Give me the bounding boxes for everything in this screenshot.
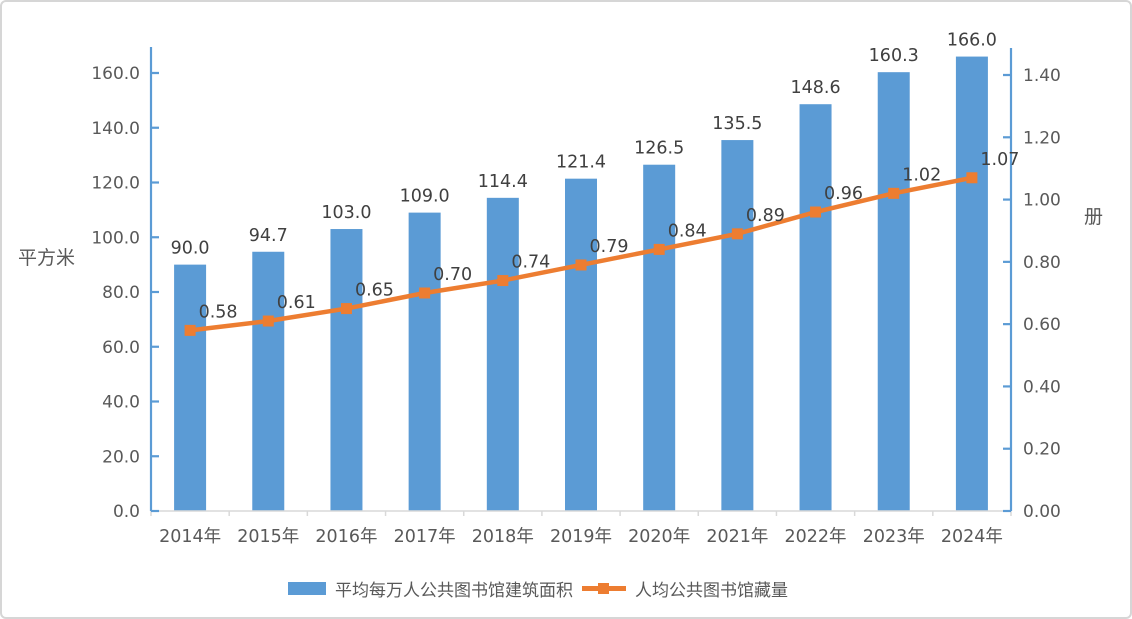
bar-value-label: 109.0 <box>400 187 450 207</box>
line-swatch-marker <box>598 582 609 594</box>
line-value-label: 0.89 <box>746 206 785 226</box>
line-value-label: 0.74 <box>511 253 550 273</box>
x-axis-label: 2022年 <box>785 527 847 547</box>
bar-value-label: 94.7 <box>249 226 288 246</box>
right-tick-label: 1.00 <box>1023 191 1061 211</box>
left-tick-label: 20.0 <box>102 447 140 467</box>
bar-value-label: 90.0 <box>171 239 210 259</box>
line-value-label: 0.58 <box>199 302 238 322</box>
bar-value-label: 114.4 <box>478 172 528 192</box>
bar <box>643 164 676 512</box>
bar <box>330 229 363 511</box>
bar <box>486 197 519 511</box>
bar <box>565 178 597 512</box>
line-marker <box>888 187 900 199</box>
bar-value-label: 135.5 <box>712 114 762 134</box>
x-axis-label: 2014年 <box>159 527 221 547</box>
right-tick-label: 1.40 <box>1023 66 1061 86</box>
bar-value-label: 166.0 <box>947 31 997 51</box>
bar-value-label: 121.4 <box>556 153 606 173</box>
x-axis-label: 2020年 <box>628 527 690 547</box>
x-axis-label: 2023年 <box>863 527 925 547</box>
right-tick-label: 0.00 <box>1023 502 1061 522</box>
bar <box>408 212 441 512</box>
right-tick-label: 0.80 <box>1023 253 1061 273</box>
left-tick-label: 100.0 <box>91 228 140 248</box>
x-axis-label: 2024年 <box>941 527 1003 547</box>
right-tick-label: 0.60 <box>1023 315 1061 335</box>
right-tick-label: 0.40 <box>1023 377 1061 397</box>
line-value-label: 0.65 <box>355 281 394 301</box>
line-value-label: 1.07 <box>980 150 1019 170</box>
right-tick-label: 1.20 <box>1023 128 1061 148</box>
left-tick-label: 60.0 <box>102 338 140 358</box>
line-marker <box>497 275 509 287</box>
x-axis-label: 2021年 <box>706 527 768 547</box>
bar-value-label: 160.3 <box>869 46 919 66</box>
bar <box>955 56 988 511</box>
left-axis-title: 平方米 <box>18 247 76 269</box>
line-marker <box>653 243 665 255</box>
line-marker <box>419 287 431 299</box>
x-axis-label: 2015年 <box>237 527 299 547</box>
legend: 平均每万人公共图书馆建筑面积 人均公共图书馆藏量 <box>2 576 1102 601</box>
left-tick-label: 80.0 <box>102 283 140 303</box>
x-axis-label: 2017年 <box>394 527 456 547</box>
legend-label-collection: 人均公共图书馆藏量 <box>635 580 788 601</box>
bar <box>174 264 207 511</box>
line-marker <box>966 172 978 184</box>
bar-value-label: 126.5 <box>634 139 684 159</box>
bar-series-swatch <box>288 581 326 595</box>
bar <box>252 251 285 512</box>
bar-value-label: 148.6 <box>790 78 840 98</box>
left-tick-label: 120.0 <box>91 174 140 194</box>
line-value-label: 0.96 <box>824 184 863 204</box>
line-value-label: 0.79 <box>590 237 629 257</box>
bar <box>799 104 832 512</box>
line-marker <box>731 228 743 240</box>
line-series-swatch <box>582 582 626 595</box>
bar <box>721 140 754 511</box>
line-marker <box>184 324 196 336</box>
line-marker <box>340 303 352 315</box>
right-tick-label: 0.20 <box>1023 440 1061 460</box>
bar-value-label: 103.0 <box>321 203 371 223</box>
line-value-label: 1.02 <box>902 165 941 185</box>
left-tick-label: 0.0 <box>113 502 140 522</box>
x-axis-label: 2016年 <box>315 527 377 547</box>
x-axis-label: 2019年 <box>550 527 612 547</box>
line-marker <box>262 315 274 327</box>
legend-label-building-area: 平均每万人公共图书馆建筑面积 <box>335 580 573 601</box>
line-value-label: 0.70 <box>433 265 472 285</box>
legend-item-collection: 人均公共图书馆藏量 <box>582 576 788 601</box>
left-tick-label: 40.0 <box>102 393 140 413</box>
left-tick-label: 140.0 <box>91 119 140 139</box>
x-axis-label: 2018年 <box>472 527 534 547</box>
line-value-label: 0.61 <box>277 293 316 313</box>
bar <box>877 72 910 512</box>
line-marker <box>575 259 587 271</box>
legend-item-building-area: 平均每万人公共图书馆建筑面积 <box>288 576 573 601</box>
line-value-label: 0.84 <box>668 221 707 241</box>
left-tick-label: 160.0 <box>91 64 140 84</box>
right-axis-title: 册 <box>1084 206 1104 228</box>
line-marker <box>810 206 822 218</box>
